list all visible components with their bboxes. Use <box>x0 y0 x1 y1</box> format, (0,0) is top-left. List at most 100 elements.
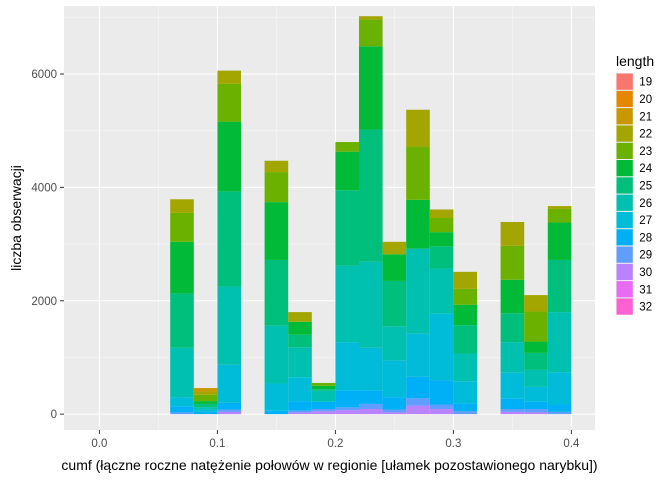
legend-swatch-19 <box>616 73 633 90</box>
legend-label-19: 19 <box>639 77 652 89</box>
bar-segment-length-23 <box>547 208 572 223</box>
bar-segment-length-26 <box>500 342 525 373</box>
bar-segment-length-27 <box>335 342 359 391</box>
bar-segment-length-26 <box>311 390 336 402</box>
bar-segment-length-29 <box>217 409 241 412</box>
bar-segment-length-27 <box>382 360 407 398</box>
bar-segment-length-28 <box>359 390 383 404</box>
legend-label-32: 32 <box>639 302 652 314</box>
bar-segment-length-25 <box>382 280 407 327</box>
bar-segment-length-29 <box>335 407 359 411</box>
bar-segment-length-25 <box>547 259 572 313</box>
bar-segment-length-29 <box>311 409 336 412</box>
bar-segment-length-27 <box>524 386 548 402</box>
legend-swatch-30 <box>616 263 633 281</box>
bar-segment-length-29 <box>453 411 477 415</box>
bar-segment-length-28 <box>335 390 359 408</box>
bar-segment-length-25 <box>500 313 525 343</box>
bar-segment-length-24 <box>429 232 454 247</box>
legend-label-31: 31 <box>639 284 652 296</box>
bar-segment-length-28 <box>500 398 525 410</box>
bar-segment-length-28 <box>170 406 194 413</box>
bar-segment-length-28 <box>547 404 572 412</box>
bar-segment-length-28 <box>311 401 336 410</box>
bar-segment-length-28 <box>193 411 218 415</box>
bar-segment-length-24 <box>406 199 430 249</box>
bar-segment-length-24 <box>382 254 407 281</box>
bar-segment-length-27 <box>547 372 572 405</box>
bar-segment-length-29 <box>547 411 572 415</box>
bar-segment-length-23 <box>264 172 289 203</box>
bar-segment-length-22 <box>429 209 454 218</box>
bar-segment-length-25 <box>288 334 312 348</box>
legend-swatch-26 <box>616 194 633 211</box>
bar-segment-length-26 <box>429 268 454 314</box>
bar-segment-length-27 <box>429 313 454 381</box>
bar-segment-length-27 <box>288 377 312 402</box>
bar-segment-length-30 <box>335 410 359 415</box>
bar-segment-length-29 <box>359 403 383 410</box>
x-tick-label: 0.2 <box>327 438 343 450</box>
legend-swatch-31 <box>616 281 633 298</box>
legend-swatch-23 <box>616 142 633 159</box>
bar-segment-length-23 <box>170 212 194 242</box>
bar-segment-length-24 <box>217 121 241 192</box>
bar-segment-length-26 <box>217 286 241 365</box>
bar-segment-length-30 <box>288 412 312 415</box>
legend-label-26: 26 <box>639 198 652 210</box>
bar-segment-length-25 <box>264 259 289 326</box>
y-tick-label: 0 <box>51 409 57 421</box>
bar-segment-length-29 <box>406 398 430 406</box>
bar-segment-length-22 <box>524 295 548 312</box>
bar-segment-length-23 <box>524 311 548 342</box>
bar-segment-length-22 <box>547 206 572 209</box>
bar-segment-length-25 <box>359 129 383 262</box>
bar-segment-length-30 <box>500 411 525 415</box>
y-axis-label: liczba obserwacji <box>8 165 24 271</box>
bar-segment-length-24 <box>453 304 477 326</box>
bar-segment-length-24 <box>359 46 383 130</box>
bar-segment-length-27 <box>217 364 241 403</box>
bar-segment-length-24 <box>288 321 312 335</box>
bar-segment-length-22 <box>193 391 218 395</box>
legend-swatch-29 <box>616 246 633 263</box>
bar-segment-length-26 <box>406 248 430 334</box>
bar-segment-length-25 <box>170 293 194 348</box>
y-axis: 0 2000 4000 6000 <box>31 69 64 421</box>
legend: length 19 20 21 22 23 24 25 26 27 28 29 30 31 32 <box>616 53 654 316</box>
legend-items: 19 20 21 22 23 24 25 26 27 28 29 30 31 32 <box>616 73 653 316</box>
bar-segment-length-30 <box>217 411 241 415</box>
bar-segment-length-22 <box>453 271 477 289</box>
x-tick-label: 0.1 <box>209 438 225 450</box>
bar-segment-length-26 <box>335 265 359 343</box>
legend-label-20: 20 <box>639 94 652 106</box>
x-axis-label: cumf (łączne roczne natężenie połowów w … <box>61 457 597 473</box>
bar-segment-length-25 <box>453 325 477 354</box>
legend-swatch-32 <box>616 298 633 315</box>
legend-title: length <box>616 53 654 69</box>
bar-segment-length-26 <box>524 369 548 387</box>
legend-label-30: 30 <box>639 267 652 279</box>
bar-segment-length-30 <box>311 411 336 415</box>
bar-segment-length-26 <box>288 347 312 378</box>
bar-segment-length-22 <box>217 70 241 84</box>
bar-segment-length-29 <box>524 409 548 413</box>
legend-swatch-28 <box>616 229 633 246</box>
bar-segment-length-29 <box>288 410 312 413</box>
bar-segment-length-28 <box>264 410 289 415</box>
bar-segment-length-28 <box>406 376 430 399</box>
bar-segment-length-24 <box>170 241 194 294</box>
bar-segment-length-24 <box>335 151 359 191</box>
bar-segment-length-27 <box>170 397 194 407</box>
legend-swatch-20 <box>616 90 633 108</box>
bar-segment-length-24 <box>311 385 336 390</box>
legend-label-24: 24 <box>639 163 652 175</box>
bar-segment-length-23 <box>453 288 477 305</box>
bar-segment-length-25 <box>429 246 454 269</box>
bar-segment-length-30 <box>524 412 548 415</box>
bar-segment-length-24 <box>547 222 572 260</box>
bar-segment-length-29 <box>500 409 525 412</box>
bar-segment-length-27 <box>500 372 525 399</box>
legend-swatch-22 <box>616 125 633 142</box>
